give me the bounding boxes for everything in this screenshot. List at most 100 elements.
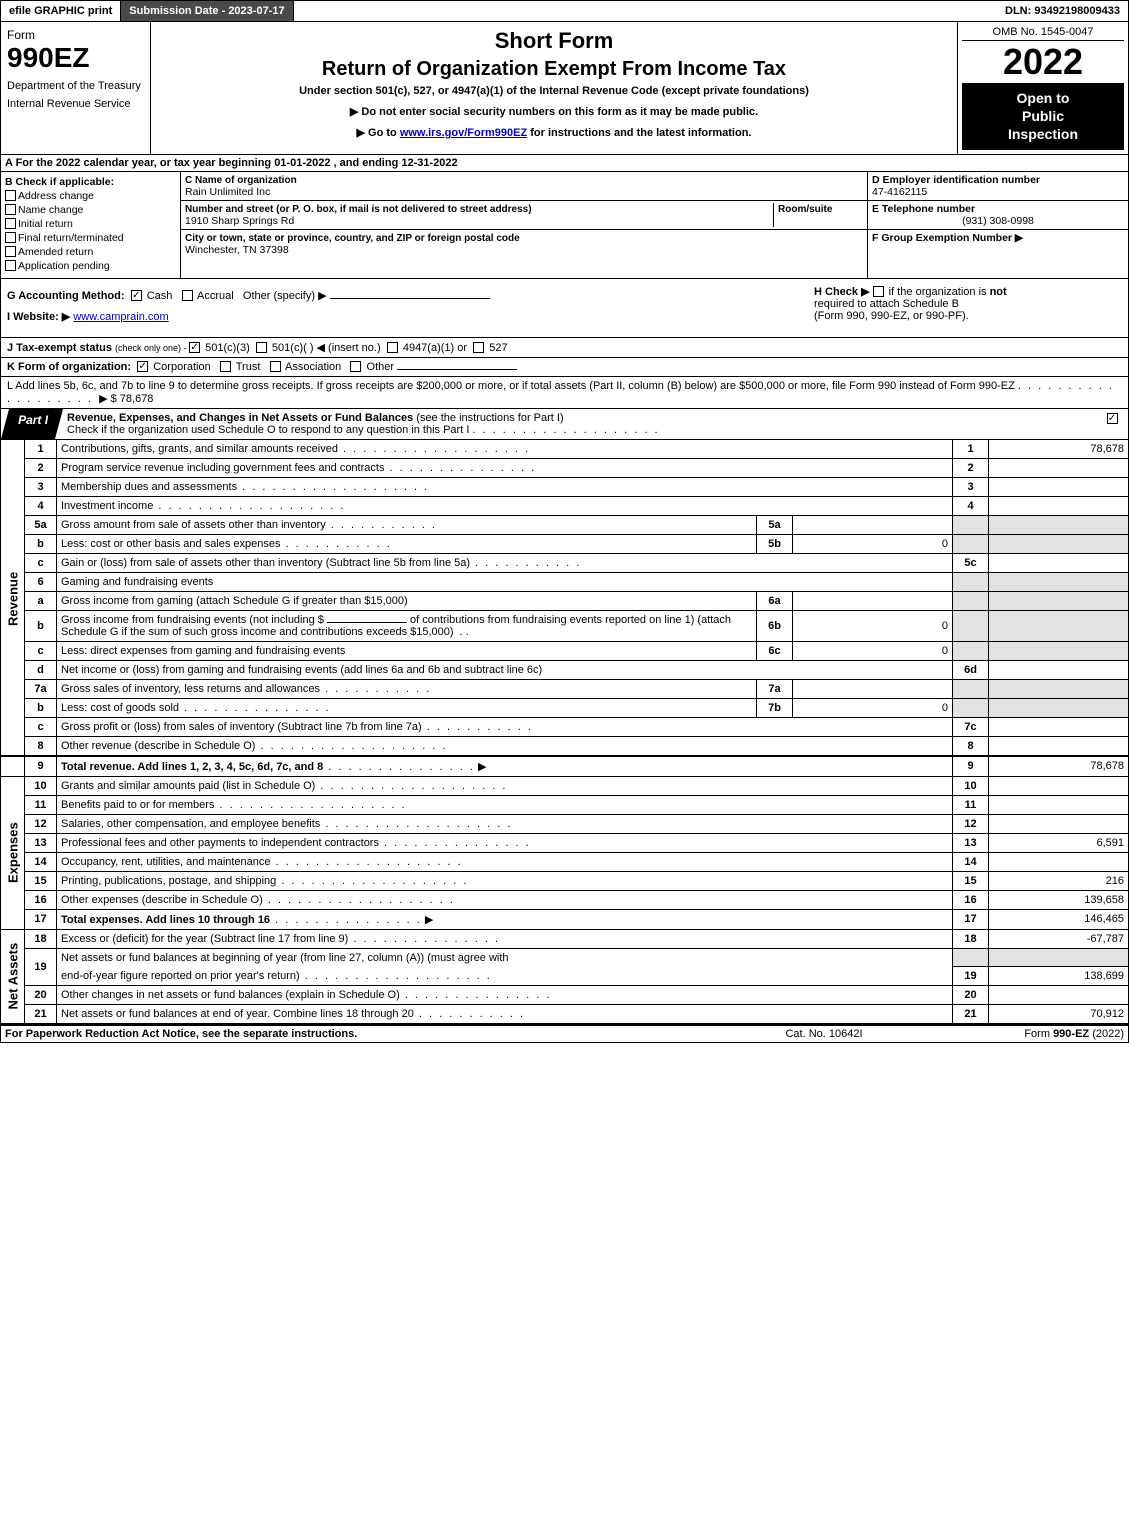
row-19b: end-of-year figure reported on prior yea… [1,967,1129,986]
line-amount [989,814,1129,833]
row-20: 20 Other changes in net assets or fund b… [1,986,1129,1005]
g-other: Other (specify) ▶ [243,290,327,302]
desc-text: Less: cost of goods sold [61,702,179,714]
desc-text: Gross sales of inventory, less returns a… [61,683,320,695]
desc-text: Gross amount from sale of assets other t… [61,519,326,531]
chk-amended-return[interactable]: Amended return [5,246,176,258]
j-note: (check only one) - [115,343,189,353]
subbox-label: 5a [757,515,793,534]
arrow-icon: ▶ [425,914,433,926]
chk-name-change[interactable]: Name change [5,204,176,216]
footer: For Paperwork Reduction Act Notice, see … [0,1024,1129,1043]
chk-527[interactable] [473,342,484,353]
line-amount: 146,465 [989,909,1129,929]
line-desc: Gross profit or (loss) from sales of inv… [57,717,953,736]
dots-icon [470,557,581,569]
chk-accrual[interactable] [182,290,193,301]
chk-assoc[interactable] [270,361,281,372]
line-ref: 17 [953,909,989,929]
line-ref: 6d [953,660,989,679]
line-desc: Benefits paid to or for members [57,795,953,814]
desc-text: end-of-year figure reported on prior yea… [61,970,300,982]
dots-icon [348,933,500,945]
dots-icon [179,702,331,714]
l-amount: ▶ $ 78,678 [99,393,153,405]
grey-cell [989,948,1129,967]
l-text: L Add lines 5b, 6c, and 7b to line 9 to … [7,380,1015,392]
chk-trust[interactable] [220,361,231,372]
k-assoc: Association [285,361,341,373]
line-desc: end-of-year figure reported on prior yea… [57,967,953,986]
ein-value: 47-4162115 [872,186,927,198]
desc-text: Benefits paid to or for members [61,799,214,811]
dots-icon [379,837,531,849]
header-right: OMB No. 1545-0047 2022 Open to Public In… [958,22,1128,154]
chk-other-org[interactable] [350,361,361,372]
chk-initial-return[interactable]: Initial return [5,218,176,230]
row-2: 2 Program service revenue including gove… [1,458,1129,477]
row-g: G Accounting Method: ✓ Cash Accrual Othe… [7,289,802,302]
dots-icon [270,914,422,926]
chk-application-pending[interactable]: Application pending [5,260,176,272]
desc-text: Other revenue (describe in Schedule O) [61,740,255,752]
chk-final-return[interactable]: Final return/terminated [5,232,176,244]
desc-text: Excess or (deficit) for the year (Subtra… [61,933,348,945]
k-other-blank[interactable] [397,369,517,370]
line-num: 21 [25,1005,57,1024]
row-6c: c Less: direct expenses from gaming and … [1,641,1129,660]
j-label: J Tax-exempt status [7,342,112,354]
ein-label: D Employer identification number [872,174,1040,186]
line-amount [989,458,1129,477]
grey-cell [989,591,1129,610]
org-name-value: Rain Unlimited Inc [185,186,270,198]
line-amount: 6,591 [989,833,1129,852]
line-amount [989,717,1129,736]
footer-right-post: (2022) [1092,1028,1124,1040]
line-l: L Add lines 5b, 6c, and 7b to line 9 to … [0,376,1129,409]
chk-part-i-schedule-o[interactable]: ✓ [1107,413,1118,424]
grey-cell [953,591,989,610]
header-left: Form 990EZ Department of the Treasury In… [1,22,151,154]
chk-501c3[interactable]: ✓ [189,342,200,353]
open-line3: Inspection [1008,126,1078,142]
street-row: Number and street (or P. O. box, if mail… [181,201,867,230]
line-ref: 3 [953,477,989,496]
desc-text: Program service revenue including govern… [61,462,384,474]
line-num: 14 [25,852,57,871]
line-ref: 5c [953,553,989,572]
line-amount: 78,678 [989,440,1129,459]
sidebar-net-assets: Net Assets [1,929,25,1024]
website-link[interactable]: www.camprain.com [73,311,168,323]
g-accrual: Accrual [197,290,234,302]
blank-amount[interactable] [327,622,407,623]
line-desc: Occupancy, rent, utilities, and maintena… [57,852,953,871]
efile-print-label[interactable]: efile GRAPHIC print [1,1,121,21]
chk-address-change[interactable]: Address change [5,190,176,202]
opt-label: Amended return [18,246,93,258]
chk-501c[interactable] [256,342,267,353]
line-num: 1 [25,440,57,459]
street-label: Number and street (or P. O. box, if mail… [185,204,532,215]
desc-text: Grants and similar amounts paid (list in… [61,780,315,792]
chk-4947[interactable] [387,342,398,353]
section-bcdef: B Check if applicable: Address change Na… [0,172,1129,279]
chk-cash[interactable]: ✓ [131,290,142,301]
chk-corp[interactable]: ✓ [137,361,148,372]
line-ref: 13 [953,833,989,852]
irs-link[interactable]: www.irs.gov/Form990EZ [400,127,527,139]
line-k: K Form of organization: ✓ Corporation Tr… [0,357,1129,376]
chk-h[interactable] [873,286,884,297]
line-ref: 15 [953,871,989,890]
line-desc: Net income or (loss) from gaming and fun… [57,660,953,679]
arrow-icon: ▶ [478,761,486,773]
line-j: J Tax-exempt status (check only one) - ✓… [0,337,1129,357]
subbox-value: 0 [793,534,953,553]
subbox-label: 7b [757,698,793,717]
dots-icon [338,443,530,455]
grey-cell [953,572,989,591]
line-amount: -67,787 [989,929,1129,948]
grey-cell [953,534,989,553]
g-other-blank[interactable] [330,298,490,299]
dots-icon [323,761,475,773]
dots-icon [271,856,463,868]
